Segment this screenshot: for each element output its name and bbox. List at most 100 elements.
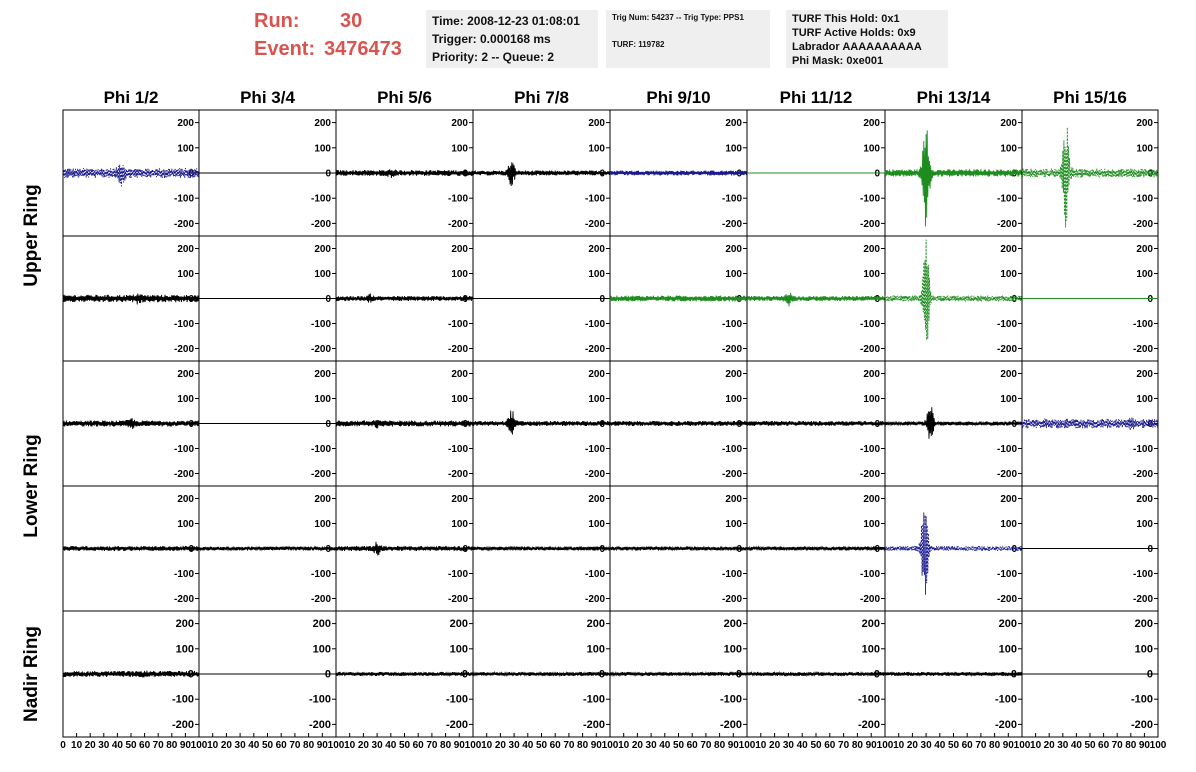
y-tick-label: -200: [585, 469, 605, 480]
y-tick-label: -100: [174, 319, 194, 330]
y-tick-label: 100: [1136, 394, 1153, 405]
y-tick-label: -200: [174, 594, 194, 605]
y-tick-label: -200: [860, 219, 880, 230]
y-tick-label: 100: [1000, 394, 1017, 405]
y-tick-label: -200: [174, 219, 194, 230]
x-tick-label: 90: [317, 740, 329, 751]
y-tick-label: 0: [599, 669, 605, 681]
y-tick-label: 100: [314, 143, 331, 154]
x-tick-label: 40: [385, 740, 397, 751]
x-tick-label: 50: [948, 740, 960, 751]
y-tick-label: 200: [725, 244, 742, 255]
x-tick-label: 10: [481, 740, 493, 751]
y-tick-label: -100: [585, 194, 605, 205]
x-tick-label: 80: [1125, 740, 1137, 751]
y-tick-label: 100: [588, 519, 605, 530]
y-tick-label: 100: [725, 519, 742, 530]
y-tick-label: 100: [177, 519, 194, 530]
x-tick-label: 90: [1003, 740, 1015, 751]
y-tick-label: 100: [1136, 519, 1153, 530]
x-tick-label: 100: [1014, 740, 1031, 751]
waveform-trace: [335, 419, 474, 429]
waveform-trace: [472, 162, 611, 187]
y-tick-label: -100: [997, 444, 1017, 455]
x-tick-label: 60: [413, 740, 425, 751]
x-tick-label: 10: [71, 740, 83, 751]
x-tick-label: 90: [591, 740, 603, 751]
y-tick-label: 100: [1000, 519, 1017, 530]
x-tick-label: 100: [465, 740, 482, 751]
x-tick-label: 10: [893, 740, 905, 751]
x-tick-label: 40: [1071, 740, 1083, 751]
y-tick-label: 0: [1011, 544, 1017, 555]
y-tick-label: 100: [177, 394, 194, 405]
y-tick-label: 0: [1011, 294, 1017, 305]
y-tick-label: 0: [874, 169, 880, 180]
y-tick-label: -100: [448, 444, 468, 455]
x-tick-label: 20: [221, 740, 233, 751]
x-tick-label: 60: [1098, 740, 1110, 751]
x-tick-label: 10: [207, 740, 219, 751]
y-tick-label: 200: [177, 369, 194, 380]
y-tick-label: 100: [863, 143, 880, 154]
x-tick-label: 50: [262, 740, 274, 751]
waveform-trace: [609, 670, 748, 678]
y-tick-label: -100: [311, 319, 331, 330]
y-tick-label: 100: [863, 269, 880, 280]
y-tick-label: 200: [863, 118, 880, 129]
y-tick-label: 200: [451, 369, 468, 380]
x-tick-label: 80: [852, 740, 864, 751]
x-tick-label: 30: [1057, 740, 1069, 751]
waveform-trace: [884, 130, 1023, 227]
column-header: Phi 9/10: [646, 88, 710, 107]
y-tick-label: 200: [450, 618, 468, 630]
x-tick-label: 50: [536, 740, 548, 751]
y-tick-label: -100: [172, 694, 194, 706]
y-tick-label: -200: [448, 219, 468, 230]
y-tick-label: -200: [720, 719, 742, 731]
y-tick-label: -100: [722, 569, 742, 580]
time-text: Time: 2008-12-23 01:08:01: [432, 14, 580, 28]
waveform-trace: [746, 670, 886, 678]
y-tick-label: 100: [177, 143, 194, 154]
x-tick-label: 80: [714, 740, 726, 751]
y-tick-label: -200: [585, 594, 605, 605]
x-tick-label: 40: [112, 740, 124, 751]
x-tick-label: 70: [838, 740, 850, 751]
trigger-text: Trigger: 0.000168 ms: [432, 32, 551, 46]
y-tick-label: 200: [451, 244, 468, 255]
y-tick-label: 200: [588, 494, 605, 505]
y-tick-label: -100: [446, 694, 468, 706]
y-tick-label: -200: [172, 719, 194, 731]
trig-num-panel: Trig Num: 54237 -- Trig Type: PPS1 TURF:…: [606, 10, 770, 68]
y-tick-label: -200: [860, 469, 880, 480]
y-tick-label: 200: [862, 618, 880, 630]
y-tick-label: -200: [858, 719, 880, 731]
x-tick-label: 100: [739, 740, 756, 751]
y-tick-label: 100: [1135, 643, 1153, 655]
y-tick-label: 100: [588, 269, 605, 280]
y-tick-label: -200: [722, 469, 742, 480]
waveform-trace: [335, 671, 474, 678]
x-tick-label: 50: [673, 740, 685, 751]
x-tick-label: 20: [358, 740, 370, 751]
y-tick-label: 200: [314, 369, 331, 380]
y-tick-label: 0: [1147, 669, 1153, 681]
y-tick-label: 100: [177, 269, 194, 280]
y-tick-label: -200: [997, 344, 1017, 355]
column-header: Phi 7/8: [514, 88, 569, 107]
trig-num-text: Trig Num: 54237 -- Trig Type: PPS1: [612, 13, 744, 22]
y-tick-label: 200: [1136, 244, 1153, 255]
x-tick-label: 20: [769, 740, 781, 751]
y-tick-label: -100: [1133, 569, 1153, 580]
y-tick-label: 200: [724, 618, 742, 630]
waveform-trace: [335, 169, 474, 179]
y-tick-label: 200: [588, 118, 605, 129]
x-tick-label: 100: [602, 740, 619, 751]
y-tick-label: -100: [174, 569, 194, 580]
y-tick-label: -100: [860, 569, 880, 580]
y-tick-label: 200: [999, 618, 1017, 630]
y-tick-label: -200: [997, 219, 1017, 230]
y-tick-label: -200: [722, 344, 742, 355]
turf-hold-panel: TURF This Hold: 0x1 TURF Active Holds: 0…: [786, 10, 948, 68]
